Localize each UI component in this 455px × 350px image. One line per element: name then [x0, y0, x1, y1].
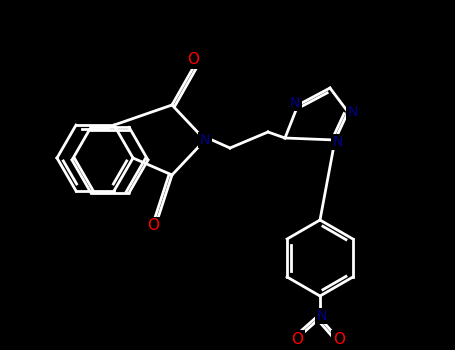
Text: N: N: [200, 133, 210, 147]
Text: O: O: [187, 52, 199, 68]
Text: O: O: [147, 218, 159, 233]
Text: N: N: [317, 309, 327, 323]
Text: O: O: [291, 331, 303, 346]
Text: O: O: [333, 331, 345, 346]
Text: N: N: [333, 135, 343, 149]
Text: N: N: [290, 96, 300, 110]
Text: N: N: [348, 105, 358, 119]
